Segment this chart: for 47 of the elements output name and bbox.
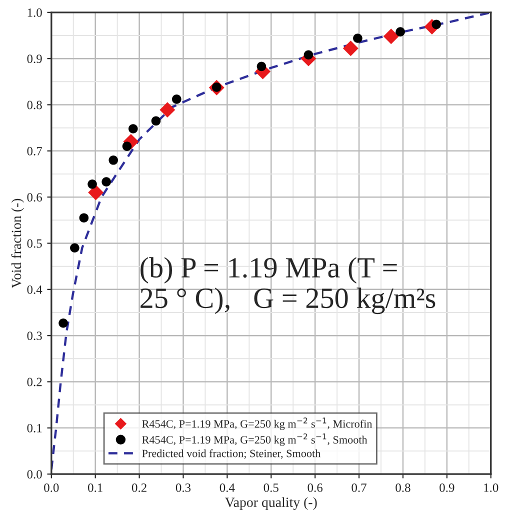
point xyxy=(172,94,182,104)
point xyxy=(396,27,405,36)
point xyxy=(151,116,161,126)
point xyxy=(102,177,111,187)
x-tick-label: 0.2 xyxy=(132,483,146,492)
y-tick-label: 0.5 xyxy=(27,239,42,248)
y-tick-label: 0.7 xyxy=(27,146,42,156)
point xyxy=(383,28,399,44)
y-tick-label: 0.9 xyxy=(27,54,42,64)
point xyxy=(432,20,442,30)
x-tick-label: 0.1 xyxy=(88,483,102,492)
x-tick-label: 0.3 xyxy=(176,483,191,492)
x-tick-label: 0.0 xyxy=(44,483,59,492)
x-axis-title: Vapor quality (-) xyxy=(225,497,317,510)
y-tick-label: 0.2 xyxy=(27,378,42,386)
annotation: (b) P = 1.19 MPa (T = 25 ° C), G = 250 kg/m²s xyxy=(140,257,436,314)
legend-label: R454C, P=1.19 MPa, G=250 kg m$^{−2}$ s$^{−1}$, Smooth xyxy=(142,433,368,446)
x-tick-label: 0.7 xyxy=(352,483,366,492)
x-tick-label: 0.5 xyxy=(264,483,278,492)
point xyxy=(88,179,97,189)
y-tick-label: 0.4 xyxy=(27,285,42,294)
legend-label: R454C, P=1.19 MPa, G=250 kg m$^{−2}$ s$^{−1}$, Microfin xyxy=(142,418,372,430)
point xyxy=(58,318,68,328)
y-axis-title: Void fraction (-) xyxy=(11,198,24,288)
y-tick-label: 0.3 xyxy=(27,332,42,340)
x-tick-label: 0.6 xyxy=(308,483,323,492)
y-tick-label: 1.0 xyxy=(28,8,42,17)
point xyxy=(88,184,104,200)
point xyxy=(79,213,89,223)
y-tick-label: 0.1 xyxy=(27,424,42,432)
x-tick-label: 0.9 xyxy=(440,483,454,492)
point xyxy=(256,62,266,72)
point xyxy=(342,40,358,56)
point xyxy=(160,102,176,118)
point xyxy=(304,50,314,60)
x-tick-label: 0.4 xyxy=(220,483,235,492)
point xyxy=(108,155,118,165)
line-series xyxy=(51,12,491,471)
y-tick-label: 0.8 xyxy=(27,100,42,110)
y-tick-label: 0.6 xyxy=(27,193,42,202)
legend-label: Predicted void fraction; Steiner, Smooth xyxy=(142,449,321,459)
x-tick-label: 0.8 xyxy=(396,483,410,492)
point xyxy=(128,124,138,134)
point xyxy=(353,34,362,43)
y-tick-label: 0.0 xyxy=(27,470,42,479)
x-tick-label: 1.0 xyxy=(484,483,498,492)
point xyxy=(70,243,80,253)
